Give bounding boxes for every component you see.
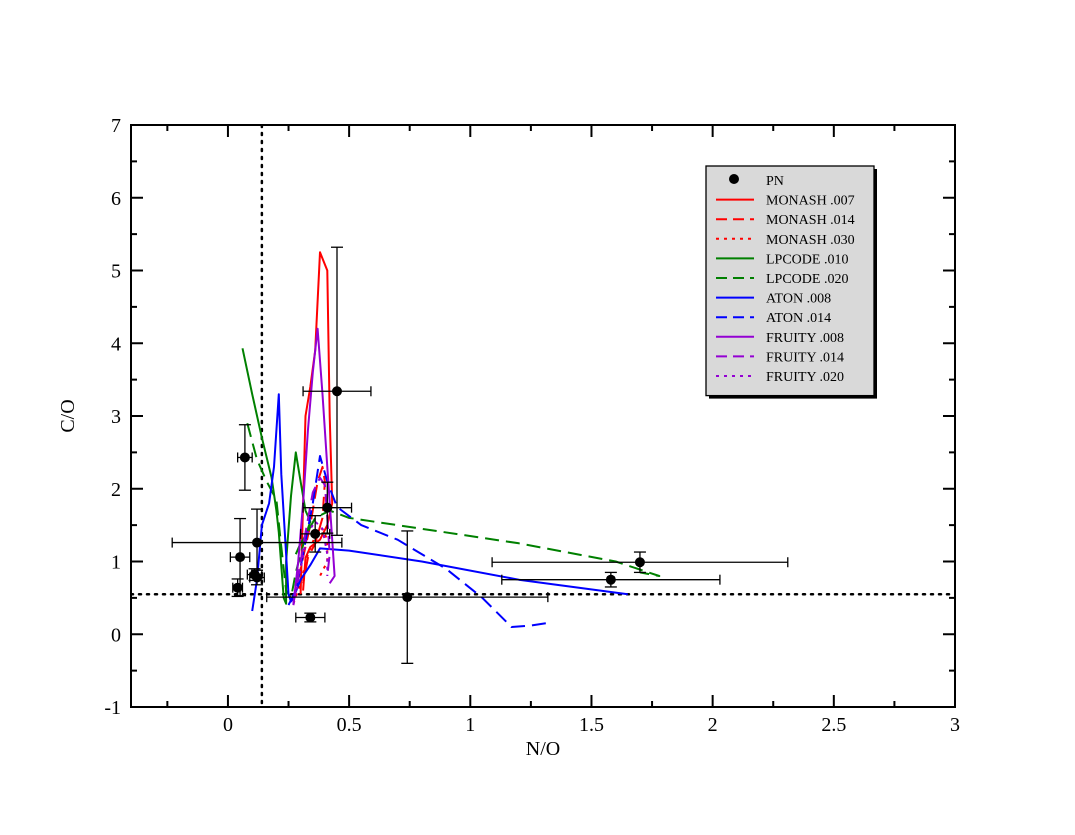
y-tick-label: 6 bbox=[111, 188, 121, 210]
legend-label: ATON .008 bbox=[766, 292, 831, 307]
y-tick-label: 2 bbox=[111, 479, 121, 501]
y-tick-label: 4 bbox=[111, 333, 121, 355]
pn-point-0 bbox=[236, 424, 253, 491]
legend-label: LPCODE .010 bbox=[766, 252, 848, 267]
x-tick-label: 2 bbox=[708, 714, 718, 736]
pn-point-7 bbox=[302, 481, 353, 534]
legend-label: MONASH .030 bbox=[766, 233, 855, 248]
pn-point-5 bbox=[249, 569, 265, 586]
pn-point-9 bbox=[295, 612, 326, 623]
x-tick-label: 1 bbox=[465, 714, 475, 736]
legend-label: ATON .014 bbox=[766, 311, 831, 326]
pn-marker bbox=[332, 386, 342, 397]
legend-label: FRUITY .008 bbox=[766, 331, 844, 346]
legend: PN MONASH .007 MONASH .014 MONASH .030 LPCOD… bbox=[705, 165, 877, 399]
pn-point-6 bbox=[302, 246, 372, 536]
series-line-8 bbox=[292, 327, 336, 606]
series-line-7 bbox=[287, 455, 551, 628]
pn-marker bbox=[605, 574, 616, 585]
legend-entry-3: MONASH .030 bbox=[716, 233, 855, 248]
legend-entry-8: FRUITY .008 bbox=[716, 331, 844, 346]
legend-entry-4: LPCODE .010 bbox=[716, 252, 848, 267]
series-line-5 bbox=[246, 423, 661, 599]
legend-label: LPCODE .020 bbox=[766, 272, 848, 287]
pn-marker bbox=[239, 452, 250, 463]
y-tick-label: -1 bbox=[104, 697, 121, 719]
legend-entry-5: LPCODE .020 bbox=[716, 272, 848, 287]
x-tick-label: 0.5 bbox=[337, 714, 362, 736]
pn-marker bbox=[232, 582, 243, 593]
y-tick-label: 1 bbox=[111, 552, 121, 574]
y-tick-label: 0 bbox=[111, 624, 121, 646]
legend-entry-2: MONASH .014 bbox=[716, 213, 855, 228]
legend-entry-1: MONASH .007 bbox=[716, 194, 855, 209]
series-line-1 bbox=[299, 251, 334, 595]
pn-marker bbox=[322, 502, 333, 513]
data-layer bbox=[131, 125, 955, 707]
legend-label: MONASH .014 bbox=[766, 213, 855, 228]
pn-marker bbox=[310, 528, 321, 539]
legend-label: FRUITY .014 bbox=[766, 350, 844, 365]
legend-marker bbox=[729, 174, 739, 184]
legend-label: FRUITY .020 bbox=[766, 370, 844, 385]
pn-point-12 bbox=[491, 551, 789, 574]
tick-layer: 0 0.5 1 1.5 2 2.5 3 -1 0 1 2 3 4 5 6 7 bbox=[104, 115, 960, 736]
x-tick-label: 2.5 bbox=[821, 714, 846, 736]
x-tick-label: 3 bbox=[950, 714, 960, 736]
pn-marker bbox=[252, 572, 263, 583]
series-line-2 bbox=[292, 465, 326, 602]
y-tick-label: 3 bbox=[111, 406, 121, 428]
y-tick-label: 7 bbox=[111, 115, 121, 137]
legend-entry-7: ATON .014 bbox=[716, 311, 831, 326]
legend-entry-9: FRUITY .014 bbox=[716, 350, 844, 365]
x-tick-label: 0 bbox=[223, 714, 233, 736]
y-axis-label: C/O bbox=[57, 399, 79, 432]
legend-entry-6: ATON .008 bbox=[716, 292, 831, 307]
pn-point-10 bbox=[266, 530, 549, 664]
x-axis-label: N/O bbox=[526, 738, 560, 760]
pn-marker bbox=[235, 552, 246, 563]
pn-marker bbox=[305, 612, 316, 623]
pn-marker bbox=[252, 537, 263, 548]
legend-entry-0: PN bbox=[729, 174, 784, 189]
pn-point-1 bbox=[229, 517, 251, 597]
pn-point-3 bbox=[231, 578, 244, 598]
legend-label: MONASH .007 bbox=[766, 194, 855, 209]
x-tick-label: 1.5 bbox=[579, 714, 604, 736]
plot-area bbox=[131, 125, 955, 707]
pn-point-11 bbox=[501, 571, 721, 588]
y-tick-label: 5 bbox=[111, 261, 121, 283]
pn-marker bbox=[634, 557, 645, 568]
legend-entry-10: FRUITY .020 bbox=[716, 370, 844, 385]
pn-point-8 bbox=[299, 515, 331, 553]
legend-label: PN bbox=[766, 174, 784, 189]
pn-marker bbox=[402, 592, 413, 603]
